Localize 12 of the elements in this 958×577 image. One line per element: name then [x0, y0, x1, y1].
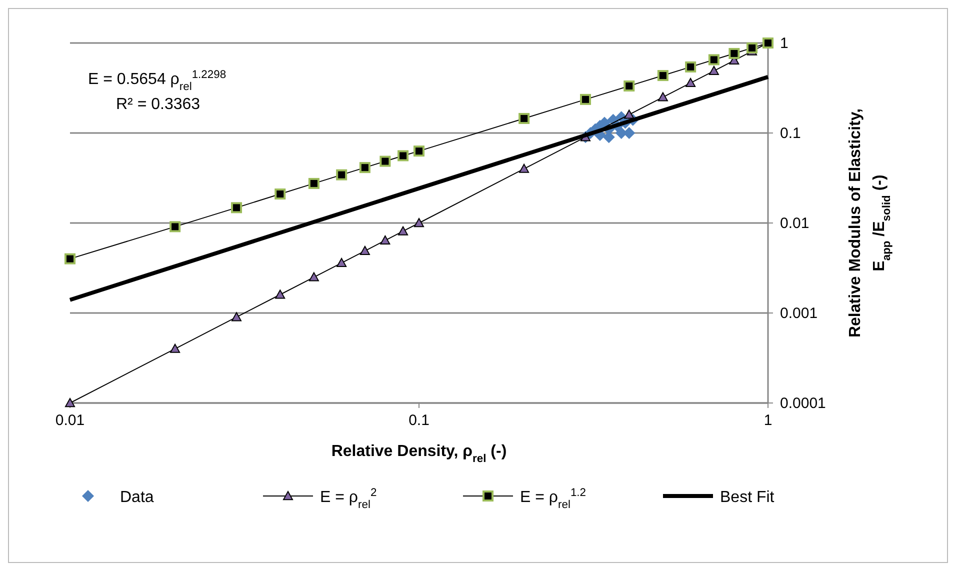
x-tick-label: 1	[764, 412, 772, 429]
x-tick-label: 0.01	[55, 412, 85, 429]
y-tick-label: 0.1	[780, 125, 801, 142]
annotation: R² = 0.3363	[116, 96, 200, 113]
x-axis-title: Relative Density, ρ$_{rel}$ (-)	[331, 443, 507, 465]
x-tick-label: 0.1	[408, 412, 430, 429]
y-tick-label: 0.001	[780, 305, 818, 322]
legend-label: Data	[120, 489, 154, 506]
legend-label: Best Fit	[720, 489, 775, 506]
y-tick-label: 0.01	[780, 215, 810, 232]
y-tick-label: 0.0001	[780, 395, 826, 412]
y-tick-label: 1	[780, 35, 788, 52]
